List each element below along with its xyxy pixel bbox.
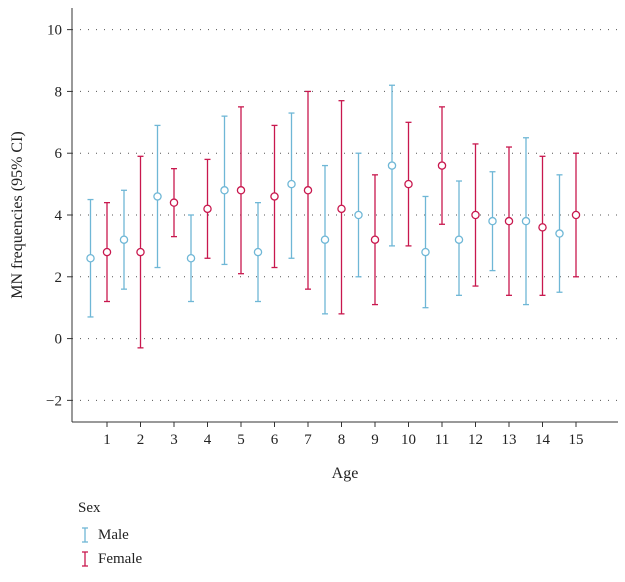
- x-tick-label: 5: [237, 432, 245, 448]
- mean-point-female: [504, 216, 514, 226]
- mean-point-male: [86, 254, 95, 263]
- x-tick-label: 12: [468, 432, 483, 448]
- errorbar-male: [387, 84, 397, 247]
- mean-point-female: [337, 204, 346, 214]
- mean-point-male: [320, 235, 330, 244]
- errorbar-male: [86, 198, 95, 318]
- x-tick-label: 8: [338, 432, 346, 448]
- mean-point-female: [370, 235, 380, 244]
- x-tick-label: 9: [371, 432, 379, 448]
- errorbar-male: [421, 195, 430, 309]
- mean-point-female: [203, 204, 212, 214]
- x-tick-label: 13: [502, 432, 517, 448]
- errorbar-female: [136, 155, 145, 349]
- x-tick-label: 1: [103, 432, 111, 448]
- errorbar-male: [153, 124, 162, 269]
- mean-point-female: [471, 210, 480, 220]
- errorbar-male: [220, 115, 229, 266]
- x-axis-ticks: 1 2 3 4 5 6 7 8 9 10 11 12 13 14 15: [103, 422, 584, 448]
- errorbar-female: [471, 143, 480, 287]
- y-axis-ticks: −2 0 2 4 6 8 10: [46, 23, 72, 409]
- mean-point-male: [555, 229, 564, 238]
- mean-point-male: [119, 235, 129, 244]
- y-tick-label: 0: [55, 332, 63, 348]
- legend-swatch-male: [82, 527, 88, 543]
- errorbar-male: [320, 164, 330, 315]
- errorbar-male: [521, 137, 531, 306]
- x-axis-label: Age: [332, 465, 359, 482]
- legend-title: Sex: [78, 500, 101, 516]
- mean-point-male: [387, 161, 397, 170]
- mean-point-female: [136, 247, 145, 257]
- errorbar-female: [404, 121, 413, 247]
- y-tick-label: 8: [55, 84, 63, 100]
- y-tick-label: 10: [47, 23, 62, 39]
- y-tick-label: 6: [55, 146, 63, 162]
- legend-item-female: Female: [78, 547, 142, 571]
- errorbar-female: [538, 155, 547, 296]
- errorbar-female: [571, 152, 581, 278]
- mean-point-female: [303, 186, 313, 195]
- y-axis-label: MN frequencies (95% CI): [9, 131, 26, 299]
- x-tick-label: 15: [569, 432, 584, 448]
- y-tick-label: −2: [46, 393, 62, 409]
- errorbar-female: [303, 90, 313, 290]
- errorbar-female: [337, 100, 346, 315]
- x-tick-label: 7: [304, 432, 312, 448]
- x-tick-label: 6: [271, 432, 279, 448]
- mean-point-male: [153, 192, 162, 201]
- mean-point-male: [354, 210, 363, 220]
- legend: Sex Male Female: [78, 500, 142, 571]
- mean-point-male: [521, 216, 531, 226]
- errorbar-female: [437, 106, 447, 225]
- mean-point-female: [270, 192, 279, 201]
- x-tick-label: 3: [170, 432, 178, 448]
- error-bars: [86, 84, 581, 349]
- mean-point-male: [454, 235, 464, 244]
- errorbar-male: [253, 201, 263, 303]
- errorbar-female: [370, 174, 380, 306]
- errorbar-female: [102, 201, 112, 303]
- errorbar-female: [169, 168, 179, 238]
- errorbar-male: [119, 189, 129, 290]
- errorbar-female: [270, 124, 279, 269]
- errorbar-female: [236, 106, 246, 275]
- mean-point-male: [253, 247, 263, 257]
- grid-lines: [72, 29, 618, 401]
- errorbar-male: [555, 174, 564, 293]
- x-tick-label: 14: [535, 432, 551, 448]
- x-tick-label: 2: [137, 432, 145, 448]
- errorbar-male: [186, 214, 196, 303]
- errorbar-male: [287, 112, 296, 259]
- mean-point-female: [404, 179, 413, 189]
- mean-point-female: [102, 247, 112, 257]
- errorbar-female: [203, 158, 212, 259]
- errorbar-female: [504, 146, 514, 296]
- mean-point-male: [488, 216, 497, 226]
- mean-point-male: [220, 186, 229, 195]
- errorbar-male: [354, 152, 363, 278]
- mean-point-female: [571, 210, 581, 220]
- x-tick-label: 10: [401, 432, 416, 448]
- legend-item-male: Male: [78, 523, 142, 547]
- errorbar-male: [454, 180, 464, 296]
- mean-point-male: [287, 179, 296, 189]
- mean-point-female: [538, 223, 547, 232]
- legend-label-female: Female: [98, 550, 143, 567]
- x-tick-label: 11: [435, 432, 449, 448]
- mean-point-male: [421, 247, 430, 257]
- mean-point-female: [169, 198, 179, 207]
- y-tick-label: 2: [55, 270, 63, 286]
- mean-point-female: [236, 186, 246, 195]
- legend-swatch-female: [82, 551, 88, 567]
- x-tick-label: 4: [204, 432, 212, 448]
- legend-label-male: Male: [98, 526, 129, 543]
- errorbar-male: [488, 171, 497, 272]
- y-tick-label: 4: [55, 208, 63, 224]
- mean-point-male: [186, 254, 196, 263]
- mean-point-female: [437, 161, 447, 170]
